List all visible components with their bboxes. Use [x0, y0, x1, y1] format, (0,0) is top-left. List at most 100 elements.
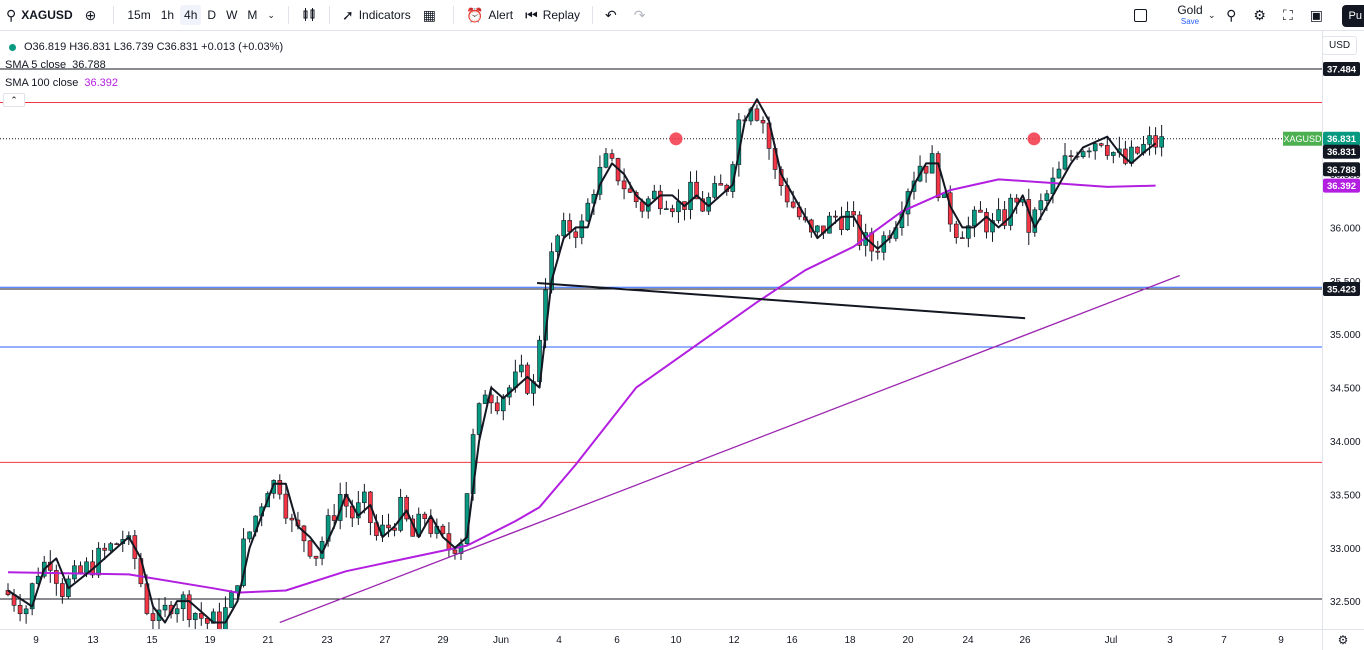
chevron-down-icon: ⌄	[1208, 9, 1216, 20]
candle-body	[398, 496, 403, 531]
chart-type-button[interactable]	[295, 0, 323, 30]
x-tick-label: 13	[87, 635, 99, 646]
candle-body	[440, 525, 446, 534]
sma100-legend[interactable]: SMA 100 close 36.392	[5, 74, 286, 92]
candle-body	[688, 181, 693, 210]
candle-body	[712, 183, 717, 198]
price-badge-label: 35.423	[1327, 285, 1356, 296]
redo-button[interactable]: ↷	[628, 0, 657, 30]
legend-collapse-button[interactable]: ⌃	[3, 93, 25, 107]
interval-15m[interactable]: 15m	[127, 8, 151, 22]
undo-icon: ↶	[605, 6, 617, 23]
x-tick-label: 12	[728, 635, 740, 646]
candle-body	[1104, 145, 1110, 156]
y-tick-label: 34.000	[1330, 437, 1361, 448]
x-tick-label: 23	[321, 635, 333, 646]
candle-body	[984, 212, 989, 233]
undo-button[interactable]: ↶	[599, 0, 628, 30]
time-axis: 9 13 15 19 21 23 27 29 Jun 4 6 10 12 16 18 20 24 26 Jul 3 7 9…	[33, 633, 1348, 647]
sma100-value: 36.392	[84, 77, 119, 89]
axis-settings-icon: ⚙	[1338, 633, 1349, 647]
candle-body	[694, 181, 699, 200]
candle-body	[621, 180, 627, 190]
price-badge	[1323, 178, 1360, 193]
divider	[452, 6, 454, 24]
candle-body	[1098, 143, 1104, 146]
ohlc-row: O36.819 H36.831 L36.739 C36.831 +0.013 (…	[5, 38, 286, 56]
candle-body	[1153, 135, 1158, 148]
candle-body	[664, 208, 669, 210]
chevron-down-icon[interactable]: ⌄	[267, 9, 275, 20]
interval-m[interactable]: M	[247, 8, 258, 22]
candle-body	[1008, 197, 1013, 226]
candle-body	[1062, 155, 1068, 170]
candle-body	[1159, 136, 1164, 148]
candle-body	[108, 543, 113, 551]
fullscreen-icon: ⛶	[1282, 7, 1293, 23]
price-badge-label: 36.831	[1327, 134, 1357, 145]
candle-body	[1086, 150, 1092, 153]
candles	[5, 104, 1164, 629]
candle-body	[192, 613, 198, 620]
currency-selector[interactable]: USD	[1322, 36, 1358, 55]
interval-w[interactable]: W	[226, 8, 238, 22]
market-status-dot	[9, 43, 16, 51]
sma100-label: SMA 100 close	[5, 77, 79, 89]
fullscreen-square-button[interactable]	[1128, 0, 1153, 30]
price-axis: 32.50033.00033.50034.00034.50035.00035.5…	[1330, 170, 1361, 608]
x-tick-label: 9	[1278, 635, 1284, 646]
chevron-up-icon: ⌃	[10, 95, 18, 105]
candle-body	[78, 565, 83, 573]
candle-body	[23, 608, 29, 615]
price-badge	[1323, 131, 1360, 146]
candle-body	[422, 513, 428, 519]
indicators-button[interactable]: ➚ Indicators	[336, 0, 417, 30]
y-tick-label: 33.500	[1330, 490, 1361, 501]
interval-d[interactable]: D	[207, 8, 217, 22]
replay-button[interactable]: ⏮ Replay	[519, 0, 586, 30]
candle-body	[851, 211, 856, 216]
interval-4h[interactable]: 4h	[180, 5, 202, 25]
ohlc-low: L36.739	[113, 41, 154, 53]
templates-button[interactable]: ▦	[417, 0, 447, 30]
x-tick-label: 7	[1221, 635, 1227, 646]
interval-1h[interactable]: 1h	[160, 8, 175, 22]
settings-button[interactable]: ⚙	[1247, 0, 1277, 31]
fullscreen-button[interactable]: ⛶	[1277, 0, 1304, 31]
candle-body	[935, 153, 941, 198]
candle-body	[198, 613, 204, 619]
candle-body	[996, 209, 1001, 221]
divider	[113, 6, 115, 24]
trendlines	[279, 274, 1180, 624]
y-tick-label: 35.000	[1330, 330, 1361, 341]
candle-body	[609, 153, 615, 159]
quick-search-button[interactable]: ⚲	[1220, 0, 1247, 31]
candle-body	[84, 561, 89, 573]
redo-icon: ↷	[633, 6, 646, 23]
alert-button[interactable]: ⏰ Alert	[460, 0, 519, 30]
price-chart[interactable]: 32.50033.00033.50034.00034.50035.00035.5…	[0, 31, 1364, 650]
publish-button[interactable]: Pu	[1342, 4, 1364, 27]
candle-body	[573, 231, 579, 238]
candle-body	[651, 190, 657, 200]
ohlc-close: C36.831	[156, 41, 199, 53]
candle-body	[923, 165, 929, 174]
symbol-search[interactable]: ⚲ XAGUSD	[0, 0, 79, 30]
snapshot-button[interactable]: ▣	[1304, 0, 1334, 31]
ohlc-change: +0.013 (+0.03%)	[201, 41, 284, 53]
candle-body	[960, 237, 965, 239]
x-tick-label: 9	[33, 635, 39, 646]
search-icon: ⚲	[6, 6, 17, 23]
candle-body	[815, 225, 820, 233]
indicators-label: Indicators	[358, 8, 411, 22]
layout-name-button[interactable]: Gold Save	[1160, 4, 1220, 27]
sma5-legend[interactable]: SMA 5 close 36.788	[5, 56, 286, 74]
x-tick-label: 29	[437, 635, 449, 646]
square-icon	[1134, 8, 1147, 22]
candle-body	[790, 201, 796, 208]
price-badge	[1323, 162, 1360, 177]
candle-body	[827, 215, 832, 234]
y-tick-label: 34.500	[1330, 384, 1361, 395]
compare-button[interactable]: ⊕	[79, 0, 108, 30]
layout-menu-button[interactable]: ⌄	[1202, 0, 1222, 30]
